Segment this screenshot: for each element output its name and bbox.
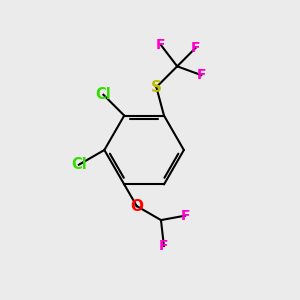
Text: F: F <box>196 68 206 82</box>
Text: Cl: Cl <box>71 157 87 172</box>
Text: S: S <box>151 80 162 94</box>
Text: O: O <box>130 199 143 214</box>
Text: Cl: Cl <box>95 87 111 102</box>
Text: F: F <box>159 239 169 253</box>
Text: F: F <box>191 41 200 55</box>
Text: F: F <box>180 209 190 223</box>
Text: F: F <box>156 38 166 52</box>
